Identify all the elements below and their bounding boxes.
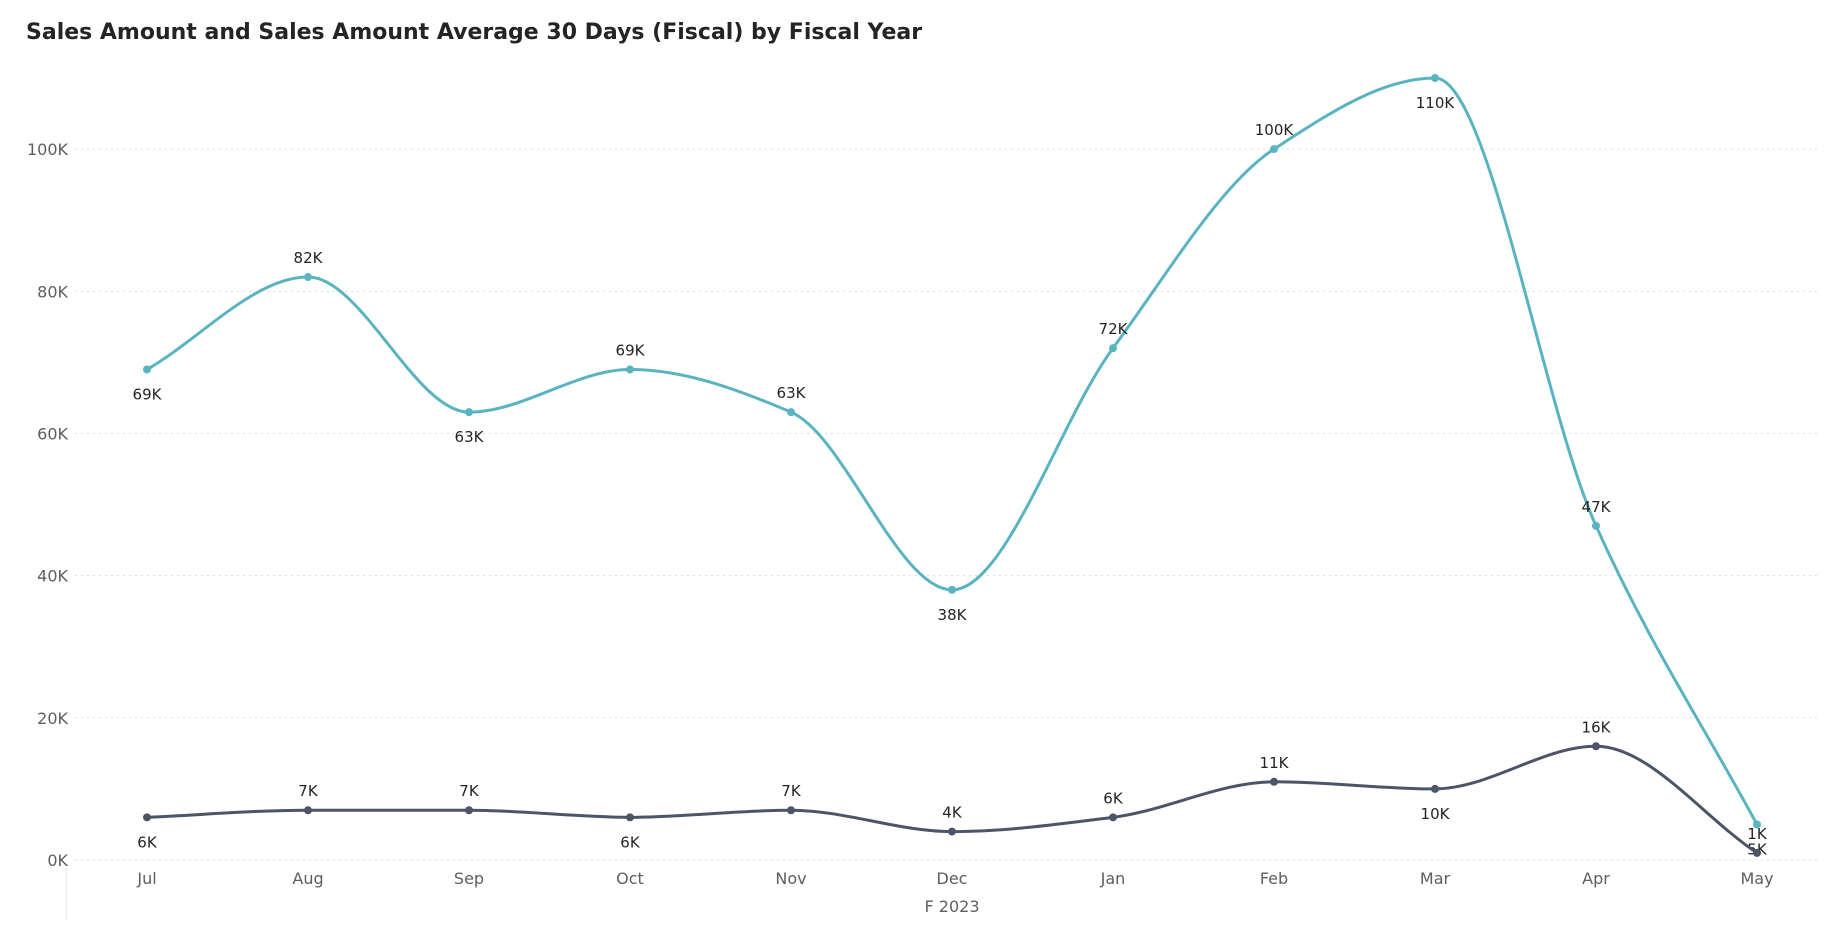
data-label: 7K <box>298 782 319 800</box>
series-line <box>145 76 1759 826</box>
data-label: 100K <box>1255 121 1295 139</box>
data-point[interactable] <box>626 365 634 374</box>
x-tick-label: Dec <box>937 869 968 888</box>
y-tick-label: 0K <box>47 851 68 870</box>
x-tick-label: Feb <box>1260 869 1288 888</box>
series-layer: 69K82K63K69K63K38K72K100K110K47K5K6K7K7K… <box>133 74 1768 858</box>
y-axis: 0K 20K 40K 60K 80K 100K <box>27 140 69 870</box>
series-2: 6K 7K 7K 6K 7K 4K 6K 11K 10K 16K 1K <box>137 718 1768 857</box>
y-tick-label: 60K <box>37 424 68 443</box>
x-tick-label: Mar <box>1420 869 1451 888</box>
data-label: 82K <box>294 249 324 267</box>
data-label: 7K <box>459 782 480 800</box>
x-tick-label: Aug <box>292 869 323 888</box>
data-point[interactable] <box>948 827 956 836</box>
data-label: 47K <box>1582 498 1612 516</box>
data-point[interactable] <box>1270 777 1278 786</box>
x-tick-label: Oct <box>616 869 644 888</box>
series-line <box>145 744 1759 855</box>
x-tick-label: Jul <box>136 869 156 888</box>
data-label: 110K <box>1416 94 1456 112</box>
data-point[interactable] <box>626 813 634 822</box>
data-point[interactable] <box>1592 521 1600 530</box>
data-label: 1K <box>1747 825 1768 843</box>
y-tick-label: 80K <box>37 282 68 301</box>
data-point[interactable] <box>143 813 151 822</box>
x-tick-label: Nov <box>775 869 806 888</box>
data-point[interactable] <box>1109 813 1117 822</box>
data-label: 72K <box>1099 320 1129 338</box>
data-point[interactable] <box>1431 784 1439 793</box>
data-point[interactable] <box>948 585 956 594</box>
x-axis: Jul Aug Sep Oct Nov Dec Jan Feb Mar Apr May <box>136 869 1773 888</box>
data-label: 69K <box>616 341 646 359</box>
y-tick-label: 100K <box>27 140 69 159</box>
data-label: 6K <box>1103 789 1124 807</box>
x-axis-title: F 2023 <box>924 897 979 916</box>
data-label: 7K <box>781 782 802 800</box>
data-point[interactable] <box>1109 344 1117 353</box>
data-label: 6K <box>137 833 158 851</box>
data-label: 63K <box>455 428 485 446</box>
data-point[interactable] <box>304 273 312 282</box>
data-label: 6K <box>620 833 641 851</box>
y-tick-label: 20K <box>37 709 68 728</box>
x-tick-label: Jan <box>1100 869 1126 888</box>
data-label: 11K <box>1260 754 1290 772</box>
data-point[interactable] <box>787 806 795 815</box>
x-tick-label: May <box>1740 869 1773 888</box>
data-point[interactable] <box>1270 145 1278 154</box>
data-point[interactable] <box>1753 820 1761 829</box>
series-1: 69K82K63K69K63K38K72K100K110K47K5K <box>133 74 1768 858</box>
data-point[interactable] <box>1592 742 1600 751</box>
data-label: 10K <box>1421 805 1451 823</box>
data-label: 69K <box>133 385 163 403</box>
data-point[interactable] <box>465 806 473 815</box>
chart-title: Sales Amount and Sales Amount Average 30… <box>26 20 923 45</box>
data-point[interactable] <box>1431 74 1439 82</box>
data-label: 16K <box>1582 718 1612 736</box>
data-point[interactable] <box>787 408 795 417</box>
data-label: 38K <box>938 606 968 624</box>
data-label: 63K <box>777 384 807 402</box>
data-point[interactable] <box>143 365 151 374</box>
x-tick-label: Sep <box>454 869 484 888</box>
x-tick-label: Apr <box>1582 869 1610 888</box>
data-point[interactable] <box>304 806 312 815</box>
data-point[interactable] <box>1753 848 1761 857</box>
data-point[interactable] <box>465 408 473 417</box>
y-tick-label: 40K <box>37 567 68 586</box>
data-label: 4K <box>942 804 963 822</box>
